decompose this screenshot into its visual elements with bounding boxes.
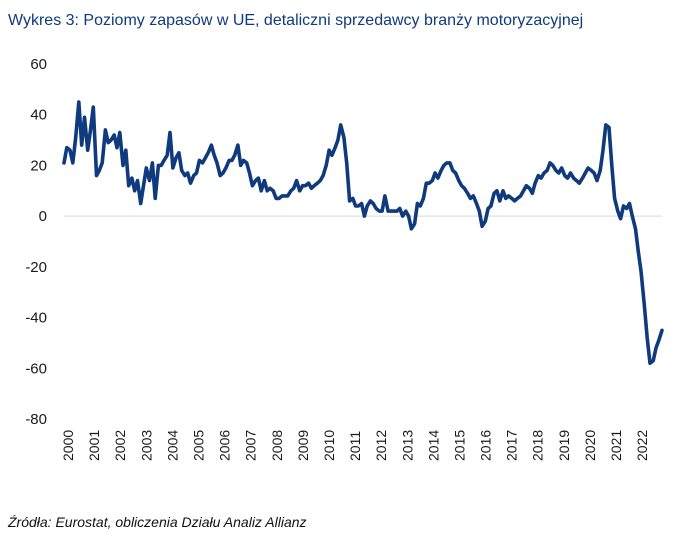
x-tick-label: 2009: [295, 430, 311, 461]
x-tick-label: 2001: [86, 430, 102, 461]
x-tick-label: 2010: [321, 430, 337, 461]
y-tick-label: -20: [25, 259, 47, 276]
x-tick-label: 2002: [112, 430, 128, 461]
x-tick-label: 2008: [269, 430, 285, 461]
source-note: Źródła: Eurostat, obliczenia Działu Anal…: [8, 514, 307, 530]
x-axis: 2000 2001 2002 2003 2004 2005 2006 2007 2008 2009…: [60, 430, 650, 461]
x-tick-label: 2021: [608, 430, 624, 461]
x-tick-label: 2012: [373, 430, 389, 461]
y-tick-label: -80: [25, 411, 47, 428]
x-tick-label: 2005: [190, 430, 206, 461]
y-tick-label: 40: [30, 107, 47, 124]
y-tick-label: 20: [30, 157, 47, 174]
x-tick-label: 2019: [556, 430, 572, 461]
x-tick-label: 2018: [530, 430, 546, 461]
chart-title: Wykres 3: Poziomy zapasów w UE, detalicz…: [8, 12, 584, 29]
x-tick-label: 2000: [60, 430, 76, 461]
y-axis: 60 40 20 0 -20 -40 -60 -80: [25, 56, 47, 428]
x-tick-label: 2016: [478, 430, 494, 461]
series-group: [62, 100, 664, 365]
x-tick-label: 2004: [164, 430, 180, 461]
x-tick-label: 2013: [399, 430, 415, 461]
x-tick-label: 2007: [243, 430, 259, 461]
x-tick-label: 2011: [347, 431, 363, 461]
y-tick-label: -40: [25, 310, 47, 327]
x-tick-label: 2006: [217, 430, 233, 461]
series-line: [62, 100, 664, 365]
y-tick-label: 0: [39, 208, 47, 225]
y-tick-label: 60: [30, 56, 47, 73]
y-tick-label: -60: [25, 360, 47, 377]
x-tick-label: 2022: [634, 430, 650, 461]
x-tick-label: 2014: [425, 430, 441, 461]
x-tick-label: 2020: [582, 430, 598, 461]
x-tick-label: 2015: [451, 430, 467, 461]
x-tick-label: 2003: [138, 430, 154, 461]
x-tick-label: 2017: [504, 430, 520, 461]
